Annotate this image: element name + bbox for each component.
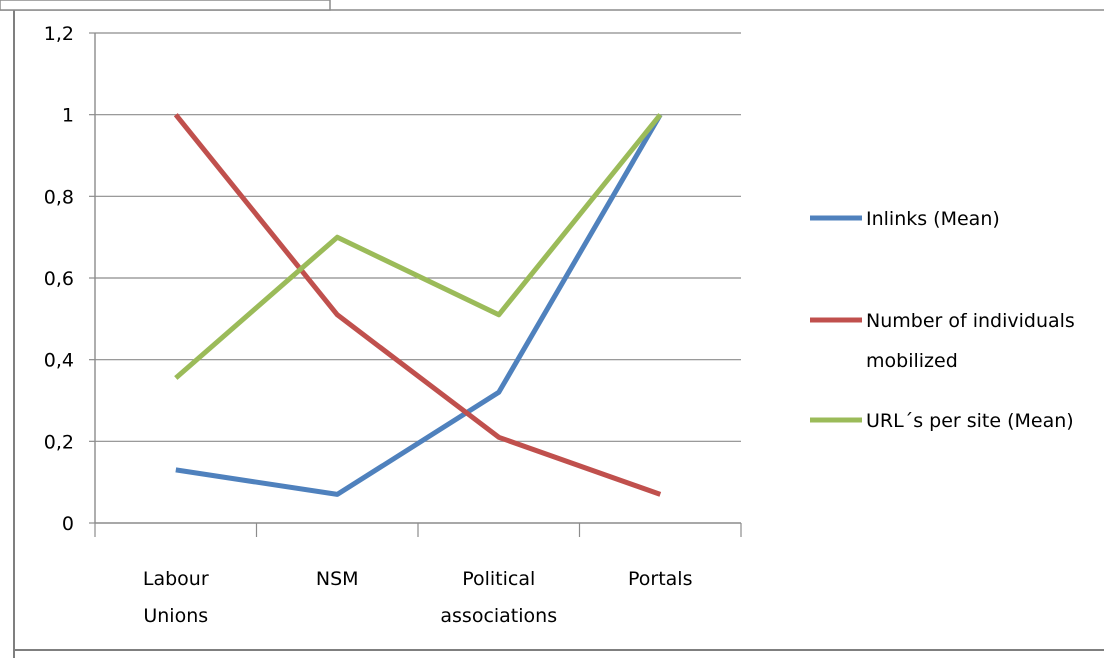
- y-tick-label: 0: [62, 513, 74, 535]
- x-tick-label: Labour Unions: [143, 568, 209, 627]
- y-tick-label: 1: [62, 105, 74, 127]
- series-line-2: [173, 113, 662, 497]
- corner-tab: [0, 0, 331, 11]
- legend-label: Number of individuals mobilized: [866, 310, 1075, 372]
- y-tick-label: 0,6: [44, 268, 74, 290]
- x-tick-label: Portals: [628, 568, 693, 590]
- y-tick-label: 0,2: [44, 431, 74, 453]
- y-tick-label: 0,8: [44, 186, 74, 208]
- plot-area: 0 0,2 0,4 0,6 0,8 1 1,2 Labour Unions NSM Politica…: [44, 23, 742, 627]
- x-tick-label: NSM: [316, 568, 359, 590]
- legend-label: Inlinks (Mean): [866, 208, 1000, 230]
- legend: Inlinks (Mean) Number of individuals mobil…: [810, 208, 1075, 432]
- legend-label: URL´s per site (Mean): [866, 410, 1074, 432]
- series-line-1: [175, 113, 663, 497]
- y-tick-label: 1,2: [44, 23, 74, 45]
- y-tick-label: 0,4: [44, 350, 74, 372]
- series-line-3: [174, 113, 663, 380]
- x-tick-label: Political associations: [440, 568, 557, 627]
